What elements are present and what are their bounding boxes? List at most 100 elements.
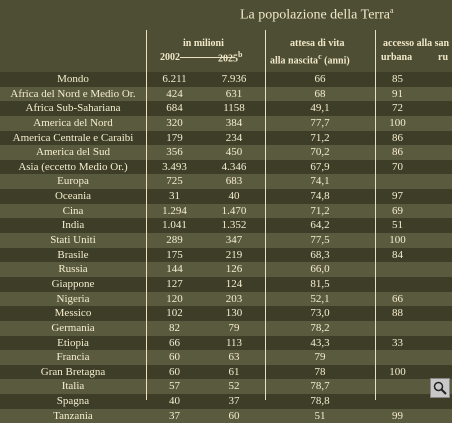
header-life-2: alla nascitac (anni) [270, 52, 350, 66]
cell-pop-2025: 37 [228, 395, 240, 408]
cell-pop-2002: 60 [169, 365, 180, 378]
cell-life-expectancy: 71,2 [310, 204, 330, 217]
column-divider [146, 30, 147, 400]
cell-pop-2025: 63 [228, 351, 240, 364]
header-millions: in milioni [183, 38, 224, 49]
cell-pop-2025: 347 [225, 234, 243, 247]
row-name: Francia [56, 351, 90, 364]
cell-pop-2002: 37 [169, 409, 180, 422]
table-row: Brasile 175 219 68,3 84 [0, 247, 452, 263]
cell-pop-2025: 52 [228, 380, 240, 393]
table-row: America Centrale e Caraibi 179 234 71,2 86 [0, 130, 452, 146]
cell-urban-access: 91 [392, 87, 403, 100]
cell-life-expectancy: 81,5 [310, 277, 330, 290]
cell-urban-access: 97 [392, 190, 403, 203]
table-row: Africa Sub-Sahariana 684 1158 49,1 72 [0, 101, 452, 116]
population-table: Mondo 6.211 7.936 66 85 Africa del Nord e Med… [0, 72, 452, 423]
cell-pop-2002: 66 [169, 336, 180, 349]
cell-pop-2002: 356 [166, 146, 183, 159]
cell-pop-2002: 40 [169, 395, 180, 408]
row-name: Brasile [57, 248, 89, 261]
row-name: Nigeria [56, 292, 90, 305]
cell-pop-2002: 82 [169, 321, 180, 334]
title-footnote: a [389, 6, 394, 15]
cell-life-expectancy: 78 [314, 365, 326, 378]
cell-pop-2025: 126 [225, 263, 243, 276]
table-row: Spagna 40 37 78,8 [0, 394, 452, 409]
cell-life-expectancy: 68,3 [310, 248, 330, 261]
cell-pop-2002: 1.294 [162, 204, 187, 217]
table-row: Francia 60 63 79 [0, 350, 452, 365]
cell-life-expectancy: 73,0 [310, 307, 330, 320]
cell-life-expectancy: 64,2 [310, 219, 330, 232]
header-underline [180, 57, 235, 58]
cell-life-expectancy: 49,1 [310, 102, 330, 115]
cell-life-expectancy: 74,1 [310, 175, 330, 188]
header-life-unit: (anni) [324, 55, 350, 67]
row-name: Mondo [57, 73, 89, 85]
row-name: Messico [54, 307, 92, 320]
row-name: Etiopia [57, 336, 89, 349]
table-row: America del Sud 356 450 70,2 86 [0, 145, 452, 160]
header-2002: 2002 [160, 52, 180, 63]
header-2025-sup: b [238, 50, 243, 59]
table-row: Cina 1.294 1.470 71,2 69 [0, 203, 452, 219]
table-row: America del Nord 320 384 77,7 100 [0, 115, 452, 131]
row-name: India [61, 219, 85, 232]
cell-urban-access: 33 [392, 336, 403, 349]
cell-pop-2002: 424 [166, 87, 183, 100]
cell-pop-2002: 1.041 [162, 219, 187, 232]
header-2025: 2025b [218, 50, 242, 64]
cell-urban-access: 99 [392, 409, 403, 422]
cell-urban-access: 66 [392, 292, 403, 305]
table-row: Nigeria 120 203 52,1 66 [0, 291, 452, 307]
table-row: Asia (eccetto Medio Or.) 3.493 4.346 67,9 70 [0, 159, 452, 175]
header-water: accesso alla san [383, 38, 450, 49]
table-row: Gran Bretagna 60 61 78 100 [0, 364, 452, 380]
cell-life-expectancy: 43,3 [310, 336, 330, 349]
cell-pop-2025: 234 [225, 131, 243, 144]
cell-urban-access: 51 [392, 219, 403, 232]
magnifier-glyph [433, 381, 447, 395]
row-name: Africa Sub-Sahariana [25, 102, 121, 115]
cell-urban-access: 88 [392, 307, 403, 320]
row-name: Spagna [56, 395, 90, 408]
magnifier-icon[interactable] [430, 378, 450, 398]
row-name: Stati Uniti [50, 234, 96, 247]
cell-pop-2025: 61 [228, 365, 240, 378]
cell-urban-access: 100 [389, 234, 406, 247]
cell-pop-2025: 60 [228, 409, 240, 422]
cell-urban-access: 69 [392, 204, 403, 217]
header-rural: ru [438, 52, 448, 63]
cell-pop-2025: 7.936 [221, 73, 247, 85]
cell-pop-2002: 120 [166, 292, 183, 305]
table-row: Tanzania 37 60 51 99 [0, 408, 452, 423]
cell-urban-access: 86 [392, 131, 403, 144]
cell-pop-2025: 1.352 [221, 219, 247, 232]
table-row: Etiopia 66 113 43,3 33 [0, 335, 452, 351]
cell-life-expectancy: 66 [314, 73, 326, 85]
cell-pop-2025: 203 [225, 292, 243, 305]
table-row: Giappone 127 124 81,5 [0, 276, 452, 292]
cell-life-expectancy: 66,0 [310, 263, 330, 276]
cell-life-expectancy: 68 [314, 87, 326, 100]
table-row: Africa del Nord e Medio Or. 424 631 68 91 [0, 86, 452, 102]
cell-life-expectancy: 74,8 [310, 190, 330, 203]
row-name: Giappone [51, 277, 95, 290]
cell-pop-2025: 219 [225, 248, 243, 261]
cell-urban-access: 100 [389, 116, 406, 129]
cell-pop-2002: 57 [169, 380, 180, 393]
cell-urban-access: 70 [392, 160, 403, 173]
table-row: Mondo 6.211 7.936 66 85 [0, 72, 452, 87]
cell-pop-2002: 6.211 [162, 73, 187, 85]
cell-urban-access: 86 [392, 146, 403, 159]
row-name: Russia [58, 263, 88, 276]
row-name: America del Sud [36, 146, 110, 159]
cell-pop-2002: 127 [166, 277, 183, 290]
cell-pop-2002: 31 [169, 190, 180, 203]
cell-pop-2025: 384 [225, 116, 243, 129]
cell-life-expectancy: 51 [314, 409, 326, 422]
cell-urban-access: 85 [392, 73, 403, 85]
cell-life-expectancy: 67,9 [310, 160, 330, 173]
cell-pop-2002: 144 [166, 263, 183, 276]
